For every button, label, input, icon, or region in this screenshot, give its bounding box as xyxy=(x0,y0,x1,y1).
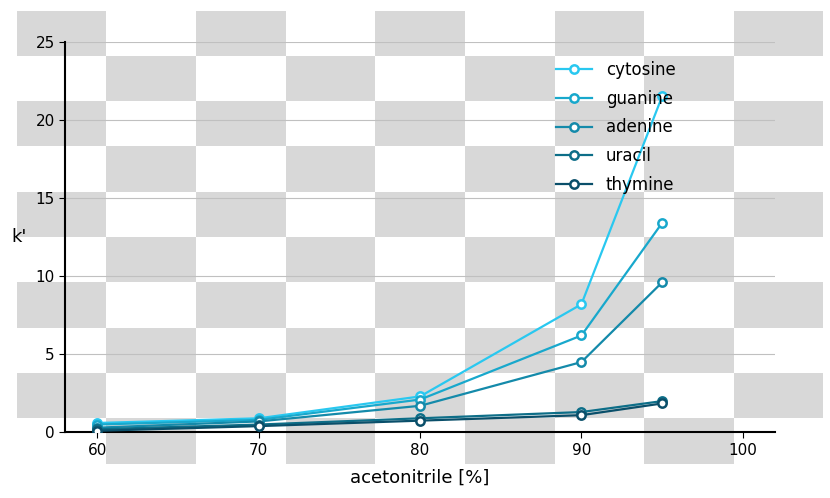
Bar xyxy=(375,418,465,464)
Bar xyxy=(375,10,465,56)
Bar xyxy=(734,237,823,282)
Bar xyxy=(465,56,554,101)
Bar xyxy=(554,418,644,464)
Bar xyxy=(644,192,734,237)
Bar xyxy=(17,56,106,101)
Bar xyxy=(106,56,196,101)
Bar xyxy=(465,418,554,464)
Bar xyxy=(375,146,465,192)
Bar xyxy=(644,282,734,328)
Bar xyxy=(734,192,823,237)
Bar xyxy=(734,328,823,373)
Bar xyxy=(644,101,734,146)
Bar xyxy=(286,328,375,373)
Bar xyxy=(554,237,644,282)
Bar xyxy=(734,373,823,418)
Bar xyxy=(465,192,554,237)
Bar xyxy=(106,418,196,464)
Bar xyxy=(734,101,823,146)
Bar xyxy=(465,101,554,146)
Bar xyxy=(644,418,734,464)
Bar xyxy=(465,328,554,373)
Bar xyxy=(286,418,375,464)
Bar xyxy=(375,328,465,373)
Bar xyxy=(286,192,375,237)
Bar xyxy=(17,101,106,146)
Bar xyxy=(286,373,375,418)
Bar xyxy=(644,237,734,282)
Bar xyxy=(106,10,196,56)
Bar xyxy=(554,282,644,328)
Bar xyxy=(106,373,196,418)
Bar xyxy=(644,328,734,373)
Bar xyxy=(196,146,286,192)
Bar xyxy=(106,328,196,373)
Bar xyxy=(465,146,554,192)
Bar xyxy=(106,101,196,146)
Bar xyxy=(17,282,106,328)
Bar xyxy=(286,10,375,56)
Bar xyxy=(375,373,465,418)
Bar xyxy=(554,373,644,418)
Bar xyxy=(17,328,106,373)
X-axis label: acetonitrile [%]: acetonitrile [%] xyxy=(350,469,490,487)
Bar xyxy=(644,10,734,56)
Bar xyxy=(196,101,286,146)
Bar xyxy=(196,10,286,56)
Bar xyxy=(465,10,554,56)
Bar xyxy=(196,192,286,237)
Bar xyxy=(286,146,375,192)
Bar xyxy=(554,56,644,101)
Bar xyxy=(17,373,106,418)
Bar xyxy=(17,418,106,464)
Bar xyxy=(554,146,644,192)
Bar xyxy=(375,237,465,282)
Bar xyxy=(106,192,196,237)
Bar xyxy=(17,10,106,56)
Bar xyxy=(734,418,823,464)
Bar xyxy=(17,192,106,237)
Bar xyxy=(734,282,823,328)
Bar xyxy=(375,56,465,101)
Bar xyxy=(554,101,644,146)
Bar xyxy=(286,101,375,146)
Bar xyxy=(554,328,644,373)
Bar xyxy=(196,56,286,101)
Bar xyxy=(196,418,286,464)
Legend: cytosine, guanine, adenine, uracil, thymine: cytosine, guanine, adenine, uracil, thym… xyxy=(549,54,682,201)
Bar xyxy=(734,10,823,56)
Bar xyxy=(196,237,286,282)
Bar xyxy=(196,373,286,418)
Bar xyxy=(375,192,465,237)
Bar xyxy=(106,237,196,282)
Bar xyxy=(644,373,734,418)
Bar xyxy=(644,146,734,192)
Bar xyxy=(196,282,286,328)
Bar xyxy=(17,146,106,192)
Bar xyxy=(465,282,554,328)
Bar xyxy=(286,56,375,101)
Bar xyxy=(734,56,823,101)
Bar xyxy=(554,192,644,237)
Bar xyxy=(465,237,554,282)
Bar xyxy=(106,146,196,192)
Bar xyxy=(375,282,465,328)
Bar xyxy=(554,10,644,56)
Bar xyxy=(17,237,106,282)
Bar xyxy=(196,328,286,373)
Bar xyxy=(734,146,823,192)
Bar xyxy=(375,101,465,146)
Bar xyxy=(465,373,554,418)
Bar xyxy=(286,237,375,282)
Bar xyxy=(286,282,375,328)
Bar xyxy=(644,56,734,101)
Y-axis label: k': k' xyxy=(11,228,27,246)
Bar xyxy=(106,282,196,328)
